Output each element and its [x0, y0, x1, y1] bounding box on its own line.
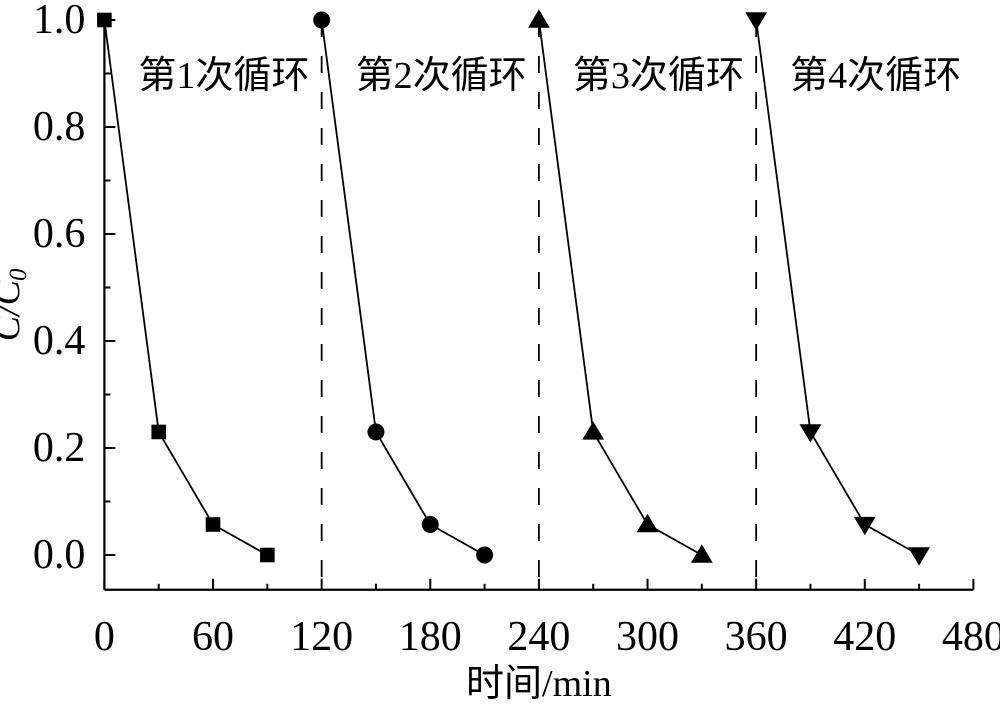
- svg-text:120: 120: [290, 614, 353, 660]
- svg-text:第3次循环: 第3次循环: [573, 55, 744, 97]
- svg-text:C/C0: C/C0: [0, 268, 32, 341]
- svg-text:0.8: 0.8: [33, 104, 86, 150]
- svg-text:60: 60: [192, 614, 234, 660]
- svg-text:0.4: 0.4: [33, 318, 86, 364]
- svg-text:300: 300: [616, 614, 679, 660]
- svg-text:0.6: 0.6: [33, 211, 86, 257]
- svg-text:时间/min: 时间/min: [466, 663, 612, 705]
- svg-text:1.0: 1.0: [33, 0, 86, 43]
- svg-text:180: 180: [399, 614, 462, 660]
- svg-text:第4次循环: 第4次循环: [790, 55, 961, 97]
- svg-text:0.0: 0.0: [33, 532, 86, 578]
- svg-text:第1次循环: 第1次循环: [138, 55, 309, 97]
- svg-text:0: 0: [94, 614, 115, 660]
- svg-text:480: 480: [942, 614, 1000, 660]
- svg-text:0.2: 0.2: [33, 425, 86, 471]
- svg-text:第2次循环: 第2次循环: [356, 55, 527, 97]
- svg-text:420: 420: [833, 614, 896, 660]
- svg-text:240: 240: [507, 614, 570, 660]
- svg-text:360: 360: [725, 614, 788, 660]
